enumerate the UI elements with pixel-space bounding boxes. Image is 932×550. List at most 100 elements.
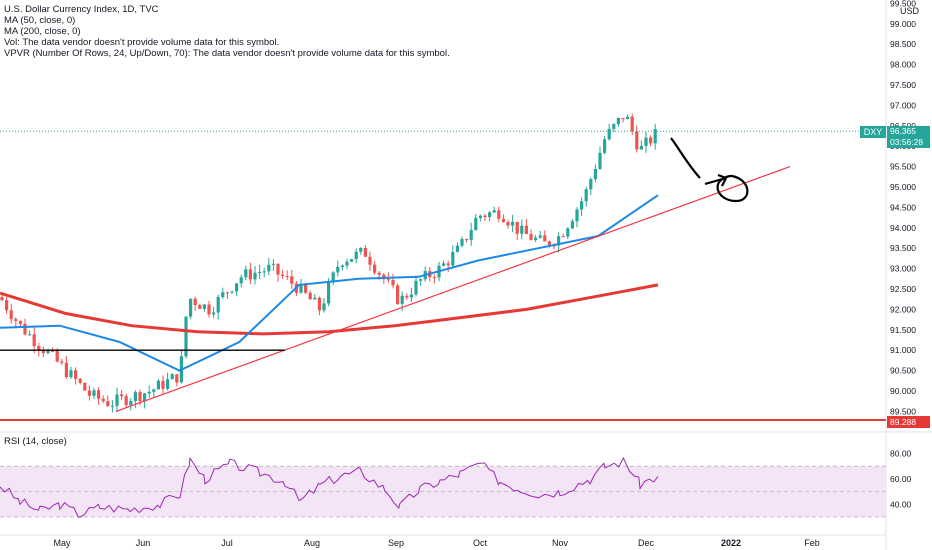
candle-body: [543, 235, 547, 242]
price-tick-label: 95.000: [890, 182, 916, 192]
price-tick-label: 89.500: [890, 406, 916, 416]
candle-body: [483, 215, 487, 217]
candle-body: [23, 323, 27, 335]
time-label: Sep: [388, 538, 404, 548]
price-tick-label: 97.000: [890, 100, 916, 110]
candle-body: [478, 215, 482, 218]
candle-body: [506, 222, 510, 226]
price-tick-label: 91.500: [890, 325, 916, 335]
candle-body: [152, 389, 156, 392]
candle-body: [129, 400, 133, 406]
last-price: 96.365: [890, 126, 916, 136]
time-label: Nov: [552, 538, 569, 548]
time-label: May: [53, 538, 71, 548]
price-axis: 99.500 99.000 98.500 98.000 97.500 97.000 96.5…: [890, 0, 916, 416]
candle-body: [198, 305, 202, 309]
candle-body: [124, 396, 128, 406]
last-price-box: 96.365 03:56:28: [887, 126, 930, 148]
candle-body: [501, 218, 505, 223]
candle-body: [644, 137, 648, 146]
candle-body: [138, 392, 142, 402]
candle-body: [386, 279, 390, 281]
candle-body: [497, 210, 501, 219]
candle-body: [97, 390, 101, 399]
candle-body: [221, 292, 225, 298]
candle-body: [262, 271, 266, 273]
trend-line: [115, 166, 791, 412]
candles: [0, 113, 657, 413]
candle-body: [285, 276, 289, 278]
price-tick-label: 98.000: [890, 60, 916, 70]
candle-body: [336, 267, 340, 273]
candle-body: [400, 295, 404, 304]
candle-body: [202, 304, 206, 309]
candle-body: [235, 283, 239, 292]
candle-body: [92, 390, 96, 396]
rsi-legend: RSI (14, close): [4, 436, 67, 447]
ma200-line: [0, 283, 659, 336]
candle-body: [258, 272, 262, 274]
price-tick-label: 90.000: [890, 386, 916, 396]
candle-body: [175, 374, 179, 383]
candle-body: [465, 239, 469, 241]
candle-body: [216, 297, 220, 313]
candle-body: [368, 256, 372, 265]
candle-body: [345, 261, 349, 266]
candle-body: [5, 300, 9, 311]
ma50-line: [0, 194, 659, 372]
candle-body: [193, 298, 197, 306]
candle-body: [621, 117, 625, 120]
candle-body: [51, 350, 55, 352]
candle-body: [170, 374, 174, 380]
candle-body: [74, 370, 78, 379]
candle-body: [9, 310, 13, 320]
candle-body: [520, 225, 524, 234]
candle-body: [331, 272, 335, 283]
candle-body: [616, 117, 620, 125]
candle-body: [474, 217, 478, 231]
candle-body: [524, 225, 528, 235]
candle-body: [207, 304, 211, 315]
candle-body: [547, 241, 551, 246]
candle-body: [101, 398, 105, 402]
candle-body: [147, 391, 151, 394]
time-label: Feb: [804, 538, 820, 548]
candle-body: [589, 179, 593, 190]
candle-body: [649, 137, 653, 144]
candle-body: [55, 350, 59, 362]
candle-body: [391, 279, 395, 286]
candle-body: [106, 401, 110, 407]
candle-body: [373, 264, 377, 273]
candle-body: [409, 294, 413, 298]
candle-body: [414, 280, 418, 295]
candle-body: [575, 209, 579, 222]
candle-body: [166, 379, 170, 389]
candle-body: [451, 251, 455, 266]
candle-body: [0, 297, 4, 301]
candle-body: [37, 346, 41, 350]
candle-body: [603, 139, 607, 153]
candle-body: [230, 291, 234, 293]
candle-body: [639, 145, 643, 150]
rsi-tick-label: 40.00: [890, 499, 912, 509]
price-tick-label: 92.000: [890, 304, 916, 314]
time-label: Aug: [304, 538, 320, 548]
candle-body: [626, 116, 630, 120]
candle-body: [78, 378, 82, 383]
candle-body: [18, 320, 22, 324]
candle-body: [377, 272, 381, 275]
legend: U.S. Dollar Currency Index, 1D, TVC MA (…: [4, 4, 450, 59]
candle-body: [350, 259, 354, 262]
candle-body: [83, 382, 87, 391]
price-tick-label: 98.500: [890, 39, 916, 49]
currency-label: USD: [900, 6, 920, 16]
candle-body: [110, 405, 114, 407]
candle-body: [653, 128, 657, 144]
candle-body: [529, 234, 533, 240]
candle-body: [359, 247, 363, 252]
candle-body: [253, 272, 257, 280]
candle-body: [239, 277, 243, 284]
price-tick-label: 92.500: [890, 284, 916, 294]
candle-body: [630, 116, 634, 132]
